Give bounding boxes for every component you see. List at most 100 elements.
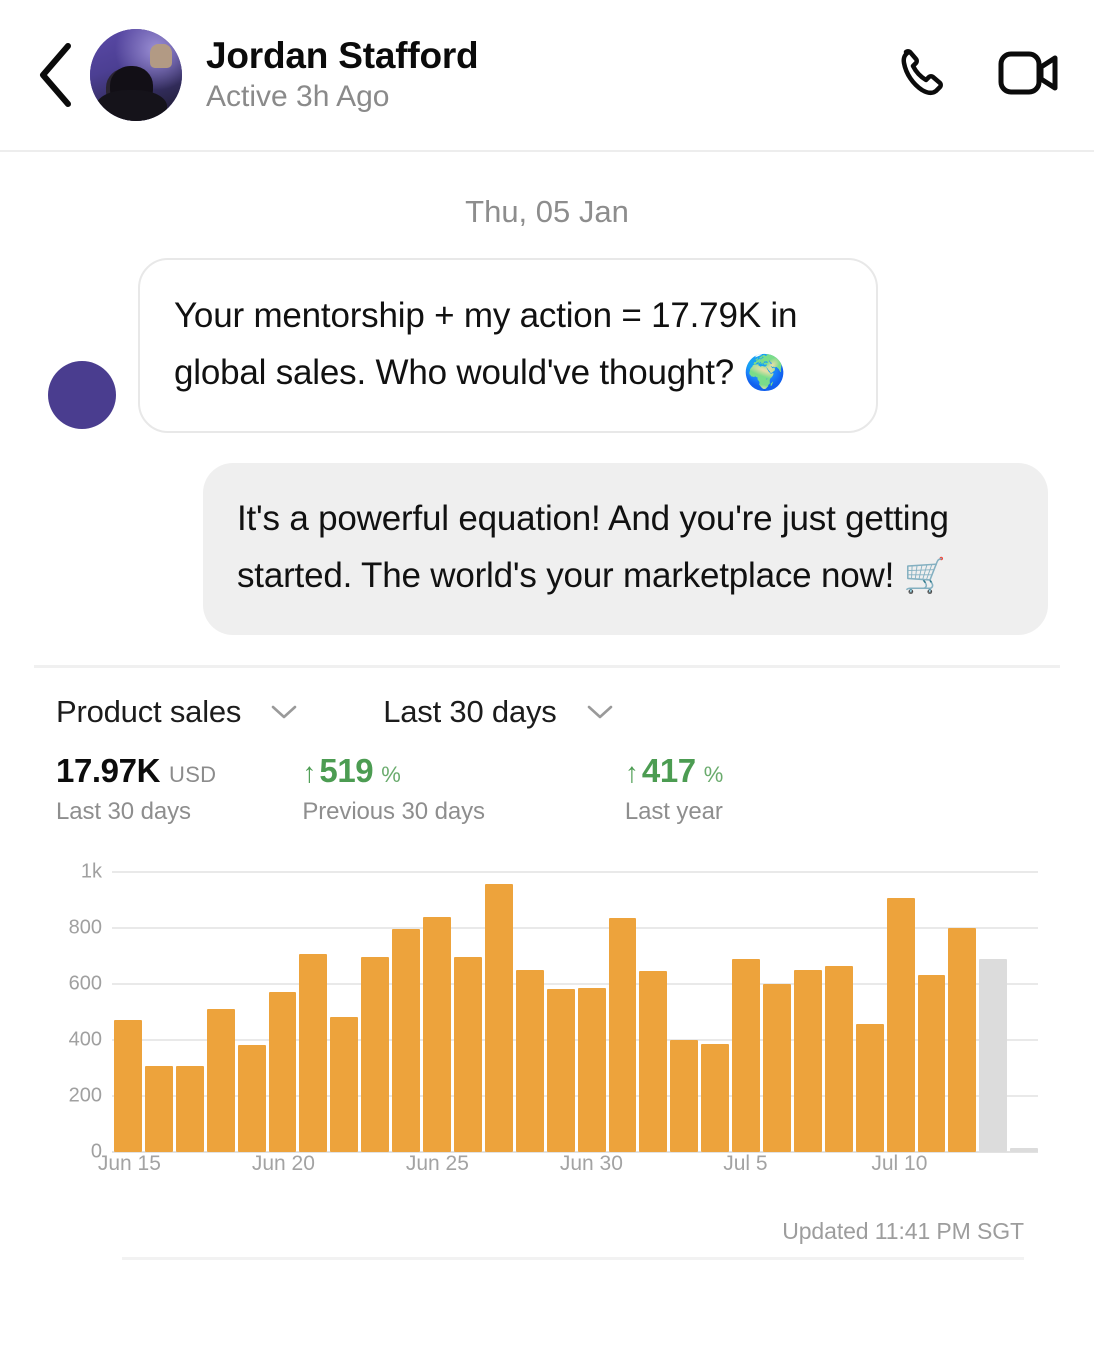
chart-bar[interactable] — [423, 916, 451, 1152]
chevron-left-icon — [34, 41, 76, 109]
chart-bar[interactable] — [763, 983, 791, 1152]
gridline — [112, 926, 1038, 929]
gridline — [112, 870, 1038, 873]
stat-sublabel: Last year — [624, 797, 723, 825]
stat-unit: % — [381, 761, 401, 787]
x-axis-tick-label: Jun 20 — [251, 1151, 315, 1175]
chart-bar[interactable] — [793, 969, 822, 1152]
x-axis-tick-label: Jun 30 — [559, 1151, 623, 1175]
chart-bar[interactable] — [670, 1039, 699, 1152]
chart-bar[interactable] — [917, 975, 946, 1152]
chart-bar[interactable] — [206, 1008, 235, 1152]
y-axis-tick-label: 800 — [68, 916, 102, 939]
chart-bar[interactable] — [701, 1043, 730, 1152]
chart-bar[interactable] — [577, 987, 606, 1152]
gridline — [112, 1094, 1038, 1097]
arrow-up-icon: ↑ — [302, 756, 317, 788]
x-axis: Jun 15 Jun 20 Jun 25 Jun 30 Jul 5 Jul 10 — [98, 1151, 1038, 1186]
chart-bar[interactable] — [979, 958, 1008, 1152]
avatar[interactable] — [90, 29, 182, 121]
chart-bar[interactable] — [144, 1066, 173, 1152]
stat-value: 519 — [319, 751, 374, 789]
message-avatar[interactable] — [48, 361, 116, 430]
chart-gridlines — [112, 870, 1038, 1153]
chart-bars — [114, 872, 1039, 1152]
phone-icon — [896, 44, 954, 107]
stat-value: 417 — [641, 751, 696, 789]
card-controls: Product sales Last 30 days — [34, 694, 1060, 730]
chart-plot-area: 0 200 400 600 800 1k Jun 15 Jun 20 Jun 25 Jun 30… — [56, 860, 1039, 1175]
chart-bar[interactable] — [732, 958, 761, 1152]
date-range-selector[interactable]: Last 30 days — [383, 694, 612, 730]
conversation: Thu, 05 Jan Your mentorship + my action … — [0, 152, 1094, 635]
header-text-block: Jordan Stafford Active 3h Ago — [206, 35, 894, 115]
chart-bar[interactable] — [855, 1024, 884, 1152]
chart-bar[interactable] — [515, 969, 544, 1152]
chart-bar[interactable] — [824, 965, 853, 1152]
message-text: Your mentorship + my action = 17.79K in … — [174, 296, 798, 392]
y-axis-tick-label: 600 — [68, 972, 102, 995]
audio-call-button[interactable] — [894, 44, 956, 106]
contact-name: Jordan Stafford — [206, 35, 479, 77]
avatar-hand — [149, 43, 172, 68]
message-text: It's a powerful equation! And you're jus… — [237, 499, 949, 596]
message-bubble-incoming[interactable]: Your mentorship + my action = 17.79K in … — [138, 258, 878, 434]
message-bubble-outgoing[interactable]: It's a powerful equation! And you're jus… — [203, 463, 1048, 635]
chart-bar[interactable] — [268, 992, 297, 1152]
stat-total-sales: 17.97K USD Last 30 days — [56, 752, 216, 826]
stat-vs-previous-30-days: ↑ 519 % Previous 30 days — [302, 752, 485, 826]
chart-bar[interactable] — [114, 1020, 142, 1152]
chart-bar[interactable] — [639, 971, 668, 1152]
video-camera-icon — [998, 47, 1060, 104]
bottom-divider — [122, 1256, 1024, 1260]
x-axis-tick-label: Jul 5 — [723, 1151, 768, 1175]
chart-bar[interactable] — [1010, 1147, 1039, 1152]
stat-unit: % — [703, 761, 724, 787]
x-axis-tick-label: Jun 25 — [405, 1151, 469, 1175]
analytics-card: Product sales Last 30 days 1 — [34, 664, 1060, 1260]
y-axis-tick-label: 200 — [68, 1084, 102, 1107]
gridline — [112, 1038, 1038, 1041]
metric-selector-label: Product sales — [56, 693, 242, 729]
message-row-outgoing: It's a powerful equation! And you're jus… — [28, 463, 1066, 635]
chat-header: Jordan Stafford Active 3h Ago — [0, 0, 1094, 152]
stat-sublabel: Last 30 days — [56, 797, 191, 825]
chevron-down-icon — [271, 704, 297, 720]
contact-status: Active 3h Ago — [206, 80, 390, 114]
chart-bar[interactable] — [237, 1045, 266, 1152]
date-range-selector-label: Last 30 days — [383, 693, 557, 729]
x-axis-tick-label: Jul 10 — [871, 1151, 928, 1175]
gridline — [112, 982, 1038, 985]
chart-bar[interactable] — [330, 1017, 359, 1152]
chevron-down-icon — [587, 704, 613, 720]
stat-value: 17.97K — [56, 751, 161, 789]
chart-bar[interactable] — [546, 989, 575, 1152]
stat-main: ↑ 417 % — [625, 752, 723, 790]
video-call-button[interactable] — [998, 44, 1060, 106]
stat-main: 17.97K USD — [56, 752, 216, 790]
day-divider: Thu, 05 Jan — [465, 194, 629, 229]
chart-bar[interactable] — [361, 957, 390, 1152]
y-axis-tick-label: 0 — [90, 1140, 102, 1163]
chart-bar[interactable] — [886, 898, 915, 1152]
metric-selector[interactable]: Product sales — [56, 694, 297, 730]
arrow-up-icon: ↑ — [624, 756, 639, 788]
chart-bar[interactable] — [948, 927, 977, 1152]
shopping-cart-emoji: 🛒 — [903, 557, 946, 596]
chart-bar[interactable] — [484, 884, 513, 1152]
sales-bar-chart: 0 200 400 600 800 1k Jun 15 Jun 20 Jun 25 Jun 30… — [34, 860, 1060, 1202]
chart-bar[interactable] — [608, 917, 637, 1152]
y-axis-tick-label: 1k — [80, 860, 102, 883]
chart-bar[interactable] — [175, 1066, 204, 1152]
chart-bar[interactable] — [299, 954, 328, 1152]
chart-bar[interactable] — [453, 957, 482, 1152]
back-button[interactable] — [26, 40, 84, 110]
stat-main: ↑ 519 % — [302, 752, 485, 790]
stat-sublabel: Previous 30 days — [302, 797, 485, 825]
stat-vs-last-year: ↑ 417 % Last year — [625, 752, 723, 826]
gridline — [112, 1150, 1038, 1153]
x-axis-tick-label: Jun 15 — [97, 1151, 161, 1175]
globe-emoji: 🌍 — [743, 353, 786, 392]
chart-bar[interactable] — [392, 929, 421, 1152]
